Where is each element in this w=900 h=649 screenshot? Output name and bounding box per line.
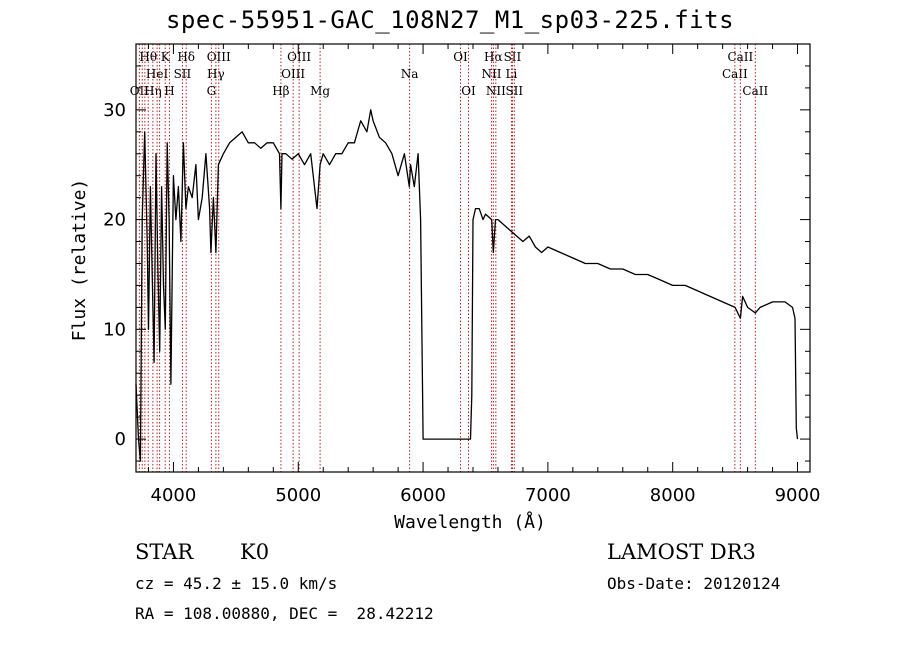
line-marker-label: CaII: [722, 67, 748, 81]
line-marker-label: Li: [506, 67, 518, 81]
line-marker-label: OI: [453, 50, 468, 64]
obs-date: Obs-Date: 20120124: [607, 574, 781, 593]
axis-ticks: [136, 44, 810, 472]
velocity-readout: cz = 45.2 ± 15.0 km/s: [135, 574, 338, 593]
x-tick-label: 5000: [275, 485, 321, 506]
line-marker-label: Hθ: [139, 50, 157, 64]
coordinates-readout: RA = 108.00880, DEC = 28.42212: [135, 604, 434, 623]
x-tick-label: 7000: [525, 485, 571, 506]
line-marker-label: Hδ: [177, 50, 195, 64]
x-axis-title: Wavelength (Å): [394, 511, 546, 533]
line-marker-label: K: [161, 50, 171, 64]
line-marker-label: SII: [174, 67, 192, 81]
line-marker-label: Hη: [144, 84, 162, 98]
y-tick-label: 30: [103, 100, 126, 121]
line-marker-label: Mg: [310, 84, 330, 98]
line-marker-label: OIII: [207, 50, 231, 64]
x-tick-label: 8000: [650, 485, 696, 506]
page-title: spec-55951-GAC_108N27_M1_sp03-225.fits: [165, 6, 735, 34]
y-tick-label: 0: [115, 429, 126, 450]
y-tick-label: 10: [103, 319, 126, 340]
y-axis-title: Flux (relative): [69, 179, 90, 342]
line-marker-label: Hγ: [207, 67, 225, 81]
line-marker-label: H: [164, 84, 174, 98]
line-marker-label: SII: [504, 50, 522, 64]
line-marker-label: NII: [486, 84, 506, 98]
line-marker-label: G: [207, 84, 217, 98]
spectral-class: STAR: [135, 540, 194, 564]
line-marker-label: CaII: [742, 84, 768, 98]
x-tick-label: 6000: [400, 485, 446, 506]
line-marker-label: NII: [481, 67, 501, 81]
line-marker-label: OI: [461, 84, 476, 98]
line-marker-label: OIII: [281, 67, 305, 81]
survey-name: LAMOST DR3: [607, 540, 756, 564]
spectral-subclass: K0: [240, 540, 270, 564]
x-tick-label: 4000: [151, 485, 197, 506]
spectrum-line: [135, 109, 799, 462]
tick-labels: 4000 5000 6000 7000 8000 9000 0 10 20 30: [103, 100, 820, 506]
y-tick-label: 20: [103, 210, 126, 231]
line-marker-label: SII: [505, 84, 523, 98]
line-markers: OIIHθHηHeIKHSIIHδGHγOIIIHβOIIIOIIIMgNaOI…: [130, 44, 768, 472]
x-tick-label: 9000: [775, 485, 821, 506]
line-marker-label: Hα: [484, 50, 503, 64]
line-marker-label: CaII: [727, 50, 753, 64]
line-marker-label: Na: [401, 67, 419, 81]
line-marker-label: Hβ: [272, 84, 289, 98]
line-marker-label: OIII: [287, 50, 311, 64]
line-marker-label: HeI: [146, 67, 169, 81]
